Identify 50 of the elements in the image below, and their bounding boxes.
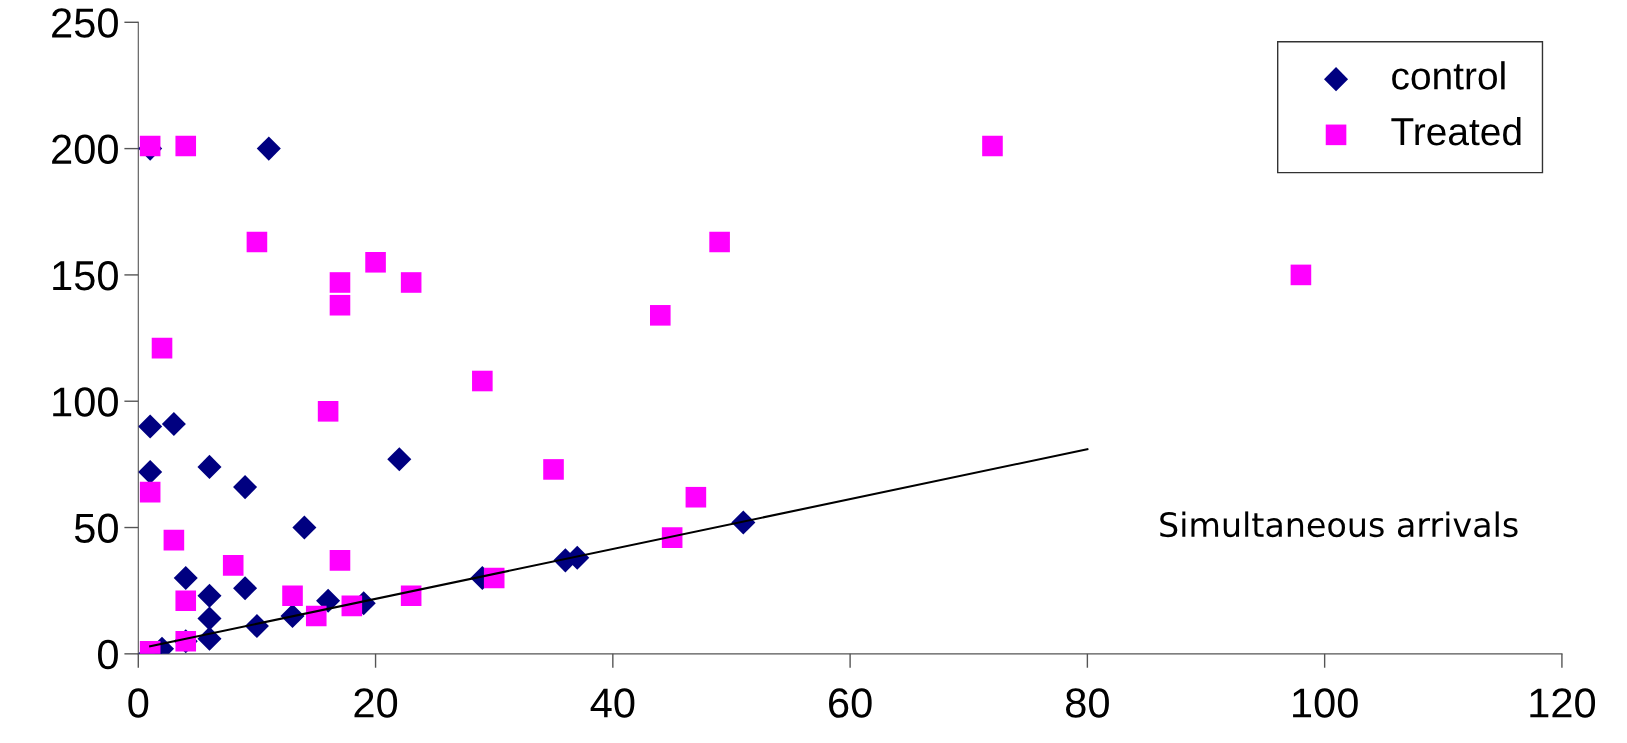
- point: [233, 576, 258, 601]
- point: [256, 136, 281, 161]
- point: [982, 135, 1003, 157]
- y-tick-label: 200: [52, 134, 118, 165]
- point: [329, 272, 351, 293]
- point: [543, 459, 564, 480]
- y-tick-label: 0: [98, 639, 118, 670]
- point: [173, 566, 198, 591]
- point: [649, 305, 671, 326]
- point: [161, 411, 186, 436]
- x-tick-label: 0: [128, 688, 149, 718]
- y-tick-label: 50: [74, 513, 118, 544]
- point: [472, 370, 493, 392]
- x-tick-label: 120: [1530, 688, 1596, 718]
- point: [138, 414, 163, 439]
- x-tick-label: 60: [829, 688, 872, 718]
- point: [246, 231, 268, 253]
- legend-label: Treated: [1391, 116, 1521, 146]
- point: [1290, 264, 1312, 286]
- point: [400, 272, 422, 293]
- point: [292, 515, 317, 540]
- point: [175, 135, 197, 157]
- point: [138, 459, 163, 484]
- point: [709, 231, 730, 253]
- point: [139, 481, 161, 503]
- point: [365, 251, 386, 273]
- y-tick-label: 150: [53, 260, 118, 291]
- x-tick-label: 100: [1293, 688, 1358, 718]
- point: [197, 583, 222, 608]
- point: [197, 606, 222, 631]
- point: [329, 294, 351, 316]
- point: [151, 337, 173, 359]
- y-tick-label: 100: [53, 387, 118, 417]
- point: [685, 486, 707, 508]
- legend-label: control: [1392, 61, 1505, 90]
- y-tick-label: 250: [52, 8, 118, 38]
- point: [387, 447, 412, 472]
- point: [317, 401, 339, 422]
- x-tick-label: 20: [354, 688, 398, 718]
- annotation: Simultaneous arrivals: [1160, 511, 1518, 538]
- point: [233, 475, 258, 500]
- point: [282, 585, 303, 607]
- point: [222, 555, 244, 576]
- point: [163, 529, 185, 551]
- point: [175, 590, 197, 612]
- point: [197, 454, 222, 479]
- point: [316, 588, 341, 613]
- x-tick-label: 80: [1066, 688, 1109, 718]
- point: [329, 550, 351, 571]
- x-tick-label: 40: [590, 688, 635, 718]
